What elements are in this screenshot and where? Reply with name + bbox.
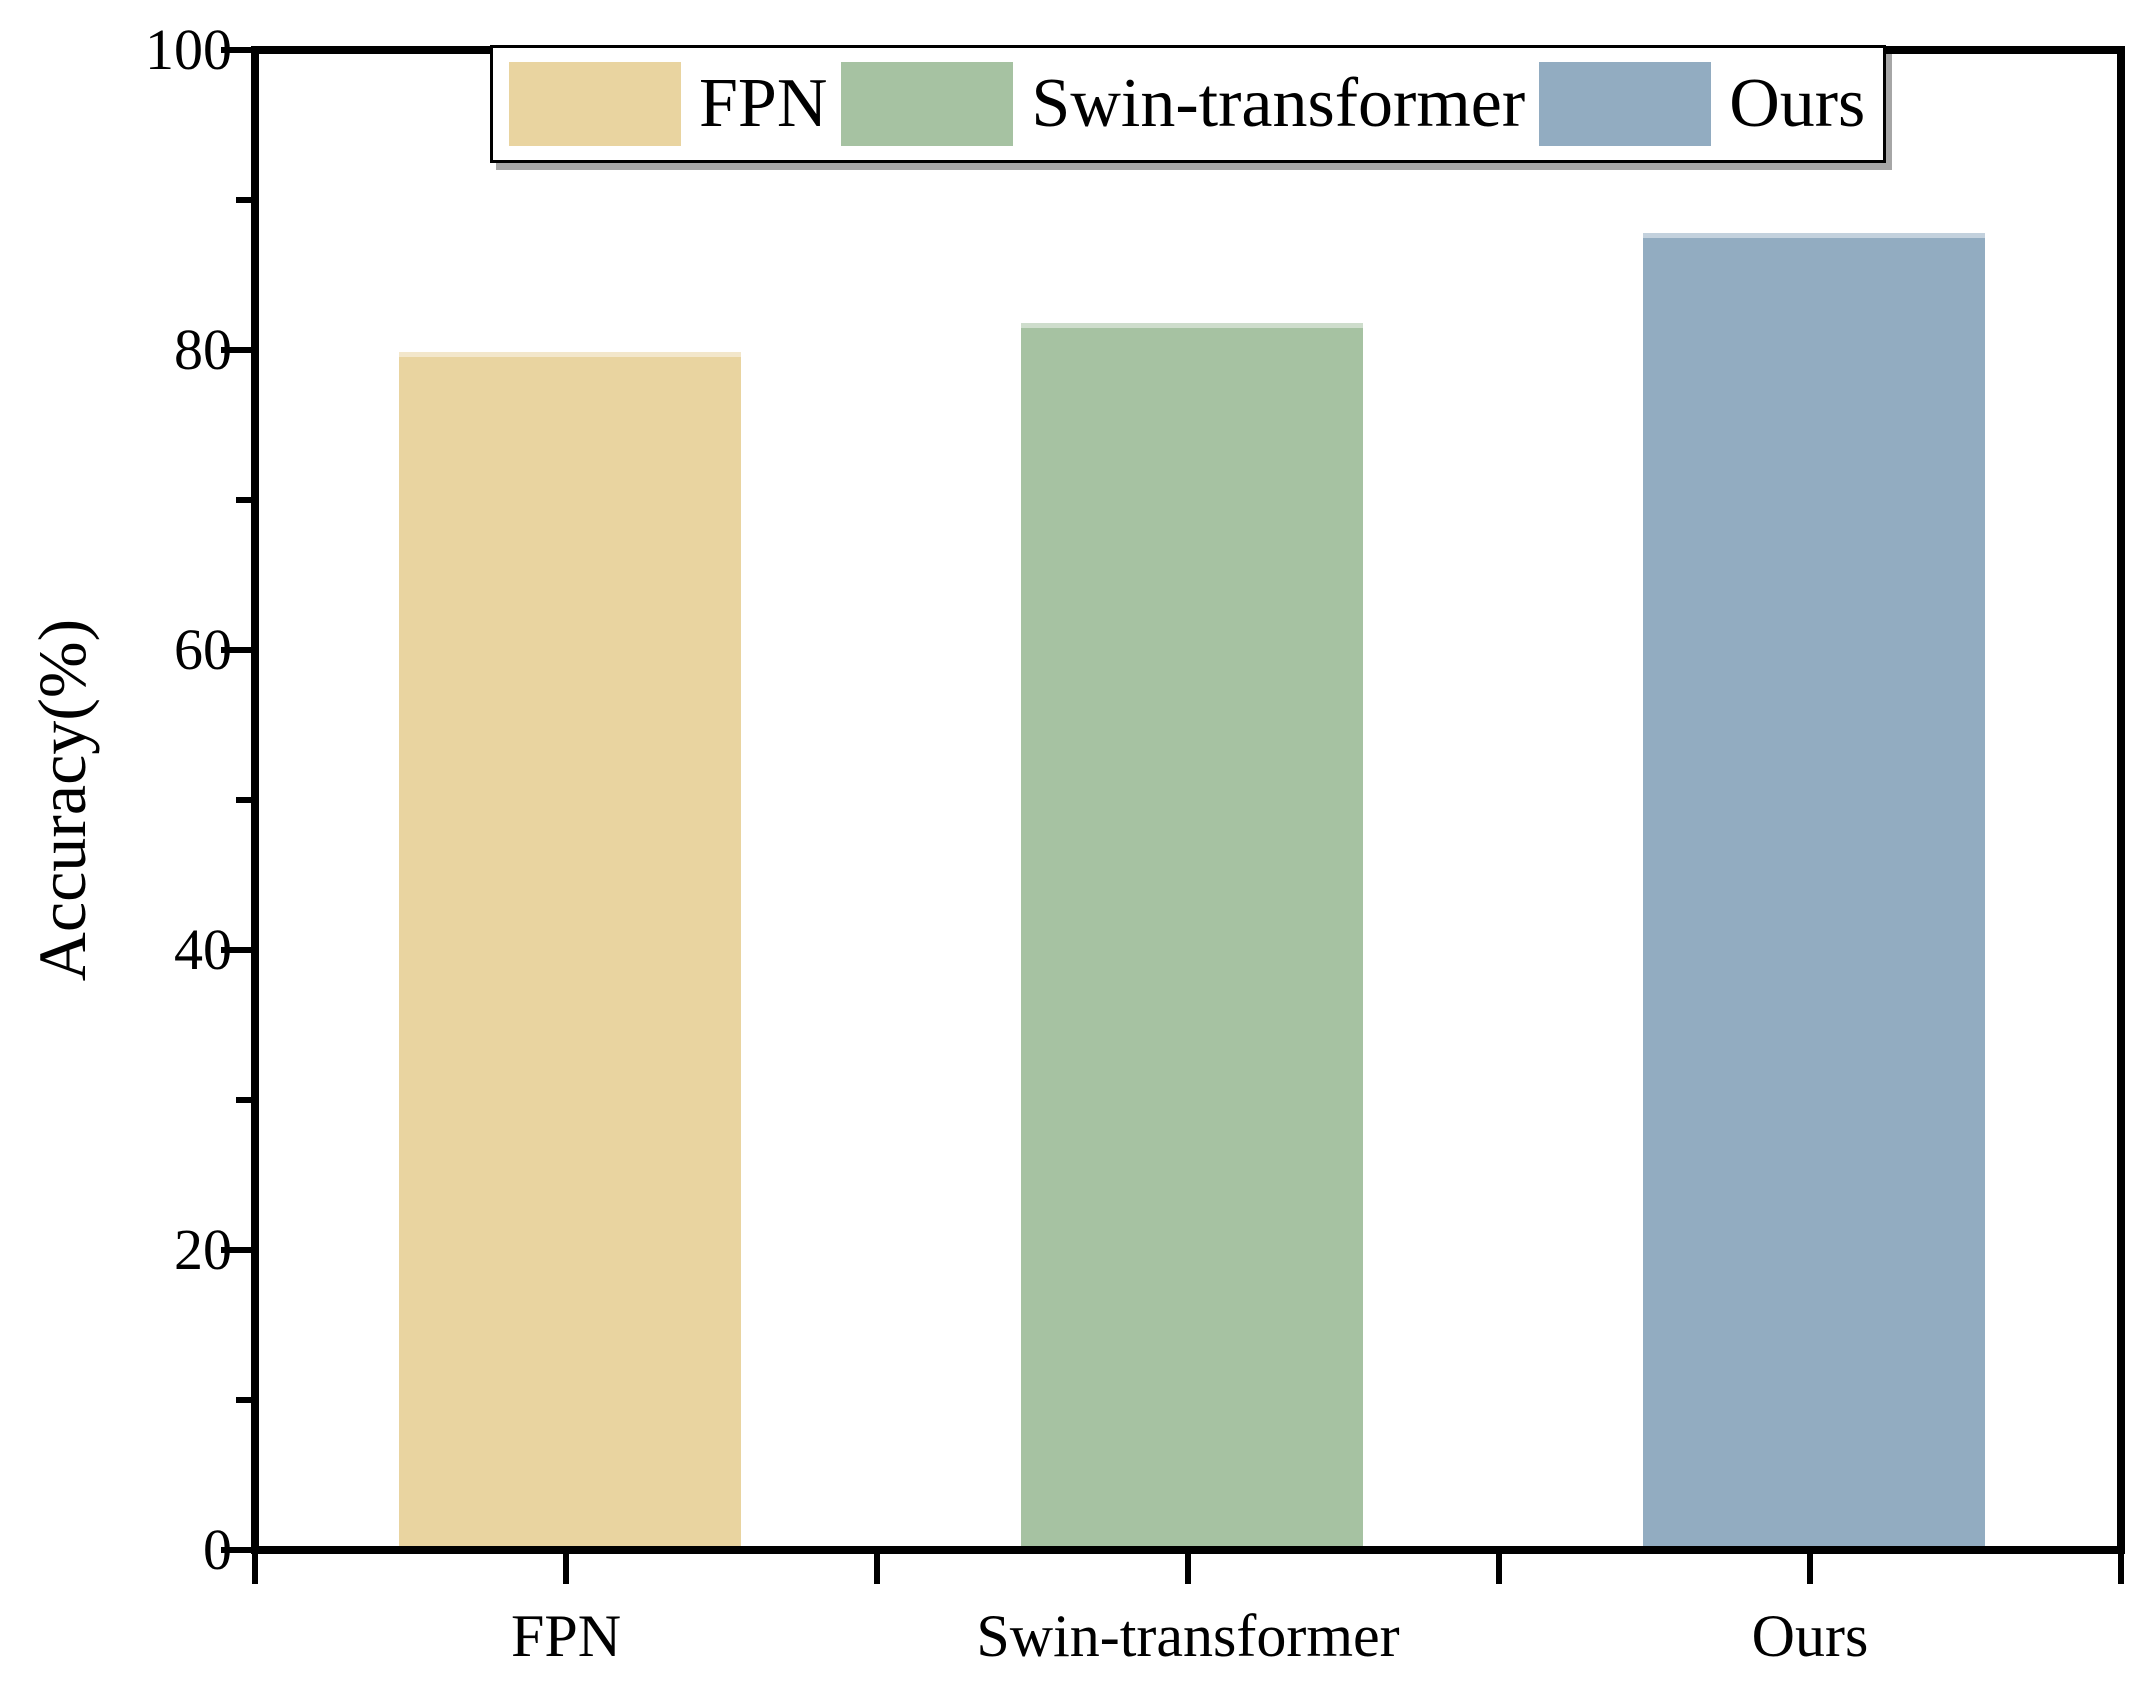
legend-swatch [841, 62, 1014, 146]
x-category-label: FPN [510, 1603, 622, 1669]
y-axis-title: Accuracy(%) [24, 618, 100, 982]
x-center-tick [563, 1554, 569, 1584]
y-major-tick [221, 947, 251, 953]
bar-fpn [399, 352, 741, 1546]
y-major-tick [221, 1247, 251, 1253]
y-minor-tick [236, 197, 251, 203]
y-major-tick [221, 647, 251, 653]
y-minor-tick [236, 1397, 251, 1403]
y-minor-tick [236, 497, 251, 503]
bar-swin-transformer [1021, 323, 1363, 1546]
legend-label: Swin-transformer [1031, 65, 1526, 142]
y-tick-label: 0 [203, 1517, 232, 1582]
legend-label: FPN [699, 65, 828, 142]
y-tick-label: 40 [174, 917, 232, 982]
legend-label: Ours [1729, 65, 1866, 142]
bar-ours [1643, 233, 1985, 1546]
y-major-tick [221, 347, 251, 353]
y-minor-tick [236, 1097, 251, 1103]
bars-layer [259, 54, 2117, 1546]
legend-entry: FPN [509, 62, 841, 146]
x-boundary-tick [252, 1554, 258, 1584]
legend-entry: Swin-transformer [841, 62, 1539, 146]
x-center-tick [1185, 1554, 1191, 1584]
y-major-tick [221, 1547, 251, 1553]
x-category-label: Swin-transformer [976, 1603, 1400, 1669]
x-boundary-tick [2118, 1554, 2124, 1584]
y-major-tick [221, 47, 251, 53]
x-category-label: Ours [1751, 1603, 1869, 1669]
legend-swatch [509, 62, 681, 146]
x-boundary-tick [1496, 1554, 1502, 1584]
legend: FPN Swin-transformer Ours [490, 45, 1887, 163]
y-tick-label: 100 [145, 17, 232, 82]
y-tick-label: 20 [174, 1217, 232, 1282]
legend-entry: Ours [1539, 62, 1869, 146]
x-center-tick [1807, 1554, 1813, 1584]
x-boundary-tick [874, 1554, 880, 1584]
y-tick-label: 80 [174, 317, 232, 382]
y-tick-label: 60 [174, 617, 232, 682]
legend-swatch [1539, 62, 1712, 146]
y-minor-tick [236, 797, 251, 803]
